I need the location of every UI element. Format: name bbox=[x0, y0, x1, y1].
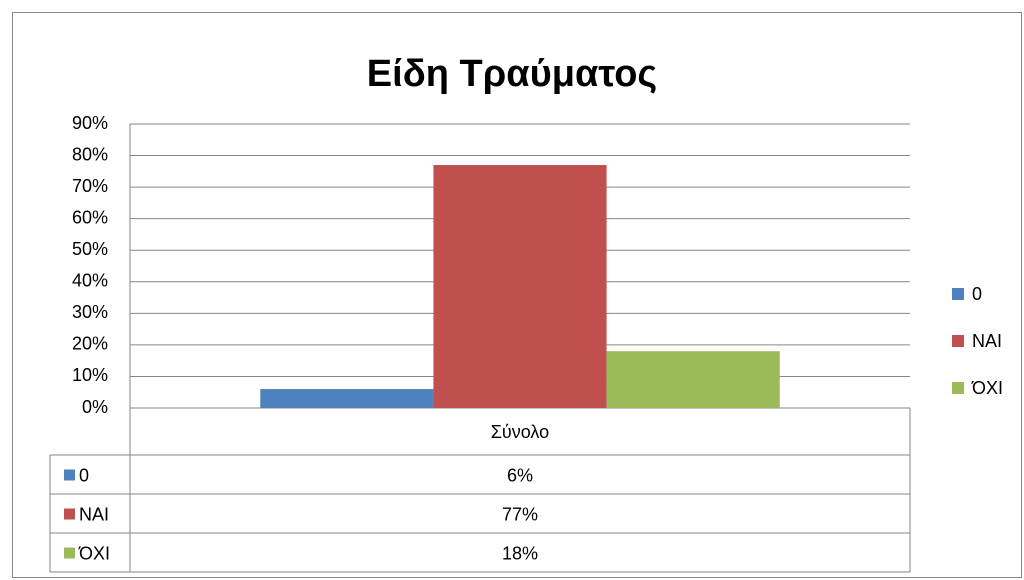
table-key bbox=[64, 469, 75, 481]
y-tick-label: 80% bbox=[72, 144, 108, 164]
legend-label: ΝΑΙ bbox=[972, 331, 1002, 351]
legend-label: 0 bbox=[972, 284, 982, 304]
legend-label: ΌΧΙ bbox=[971, 378, 1003, 398]
y-tick-label: 0% bbox=[82, 397, 108, 417]
bar bbox=[433, 165, 607, 408]
table-value: 18% bbox=[502, 543, 538, 563]
y-tick-label: 30% bbox=[72, 302, 108, 322]
bar bbox=[260, 389, 434, 408]
y-tick-label: 10% bbox=[72, 365, 108, 385]
table-value: 77% bbox=[502, 504, 538, 524]
bar bbox=[606, 351, 780, 408]
table-value: 6% bbox=[507, 465, 533, 485]
table-series-name: 0 bbox=[79, 465, 89, 485]
table-key bbox=[64, 547, 75, 559]
y-tick-label: 40% bbox=[72, 271, 108, 291]
chart-title: Είδη Τραύματος bbox=[367, 53, 657, 95]
y-tick-label: 50% bbox=[72, 239, 108, 259]
y-tick-label: 60% bbox=[72, 207, 108, 227]
y-tick-label: 70% bbox=[72, 176, 108, 196]
table-series-name: ΝΑΙ bbox=[79, 504, 109, 524]
legend-key bbox=[952, 382, 964, 394]
table-key bbox=[64, 508, 75, 520]
y-tick-label: 90% bbox=[72, 113, 108, 133]
y-tick-label: 20% bbox=[72, 334, 108, 354]
x-tick-label: Σύνολο bbox=[491, 422, 549, 442]
table-series-name: ΌΧΙ bbox=[78, 543, 110, 563]
legend-key bbox=[952, 288, 964, 300]
legend-key bbox=[952, 335, 964, 347]
